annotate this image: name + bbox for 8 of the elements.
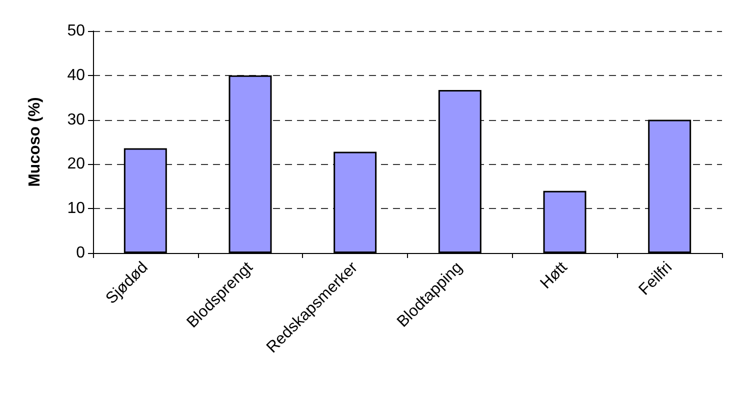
- x-tick-label: Høtt: [537, 258, 572, 292]
- y-tick-label: 0: [76, 244, 86, 262]
- y-tick-label: 30: [67, 111, 86, 128]
- y-tick-label: 50: [67, 22, 86, 40]
- y-axis-title: Mucoso (%): [26, 97, 44, 187]
- y-tick-label: 10: [67, 200, 86, 218]
- y-tick-label: 20: [67, 156, 86, 173]
- y-tick-label: 40: [67, 66, 86, 84]
